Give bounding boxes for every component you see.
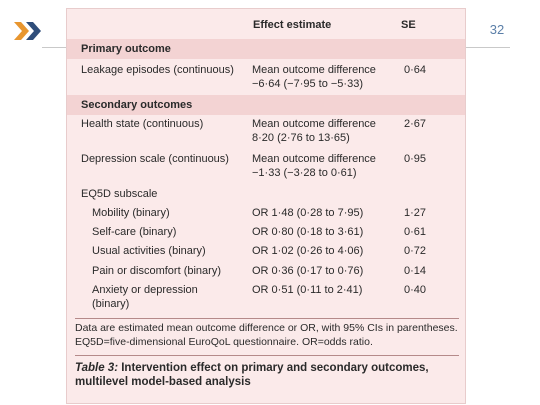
row-effect-line2: 8·20 (2·76 to 13·65) (252, 132, 350, 144)
table-footnote: Data are estimated mean outcome differen… (75, 322, 458, 348)
secondary-outcomes-band (67, 95, 465, 115)
row-effect-line2: −6·64 (−7·95 to −5·33) (252, 78, 363, 90)
subscale-row-effect: OR 1·48 (0·28 to 7·95) (252, 207, 364, 219)
header-rule-left (42, 47, 66, 48)
subscale-row-label-line2: (binary) (92, 298, 130, 310)
results-table: Effect estimate SE Primary outcome Leaka… (66, 8, 466, 404)
subscale-row-se: 0·61 (404, 226, 427, 238)
row-label: Health state (continuous) (81, 118, 204, 130)
subscale-row-se: 1·27 (404, 207, 427, 219)
header-rule-right (466, 47, 510, 48)
row-label: Leakage episodes (continuous) (81, 64, 234, 76)
subscale-row-label: Mobility (binary) (92, 207, 170, 219)
secondary-outcomes-heading: Secondary outcomes (81, 99, 193, 111)
row-se: 0·95 (404, 153, 427, 165)
table-caption-text: Intervention effect on primary and secon… (75, 362, 429, 388)
row-effect-line1: Mean outcome difference (252, 64, 376, 76)
subscale-row-effect: OR 1·02 (0·26 to 4·06) (252, 245, 364, 257)
primary-outcome-heading: Primary outcome (81, 43, 171, 55)
subscale-row-effect: OR 0·51 (0·11 to 2·41) (252, 284, 363, 296)
row-se: 2·67 (404, 118, 427, 130)
column-header-effect: Effect estimate (253, 19, 332, 31)
table-caption: Table 3: Intervention effect on primary … (75, 361, 459, 389)
subscale-row-se: 0·40 (404, 284, 427, 296)
column-header-se: SE (401, 19, 416, 31)
page-number: 32 (489, 22, 505, 37)
subscale-row-se: 0·14 (404, 265, 427, 277)
row-effect-line1: Mean outcome difference (252, 118, 376, 130)
subscale-row-label: Usual activities (binary) (92, 245, 206, 257)
table-divider (75, 318, 459, 319)
row-effect-line1: Mean outcome difference (252, 153, 376, 165)
row-se: 0·64 (404, 64, 427, 76)
subscale-row-label: Pain or discomfort (binary) (92, 265, 221, 277)
table-divider (75, 355, 459, 356)
double-chevron-right-icon[interactable] (14, 22, 44, 40)
subscale-heading: EQ5D subscale (81, 188, 158, 200)
subscale-row-label-line1: Anxiety or depression (92, 284, 198, 296)
subscale-row-effect: OR 0·36 (0·17 to 0·76) (252, 265, 364, 277)
subscale-row-se: 0·72 (404, 245, 427, 257)
subscale-row-effect: OR 0·80 (0·18 to 3·61) (252, 226, 364, 238)
row-label: Depression scale (continuous) (81, 153, 229, 165)
row-effect-line2: −1·33 (−3·28 to 0·61) (252, 167, 357, 179)
primary-outcome-band (67, 39, 465, 59)
table-caption-label: Table 3: (75, 362, 119, 374)
subscale-row-label: Self-care (binary) (92, 226, 177, 238)
